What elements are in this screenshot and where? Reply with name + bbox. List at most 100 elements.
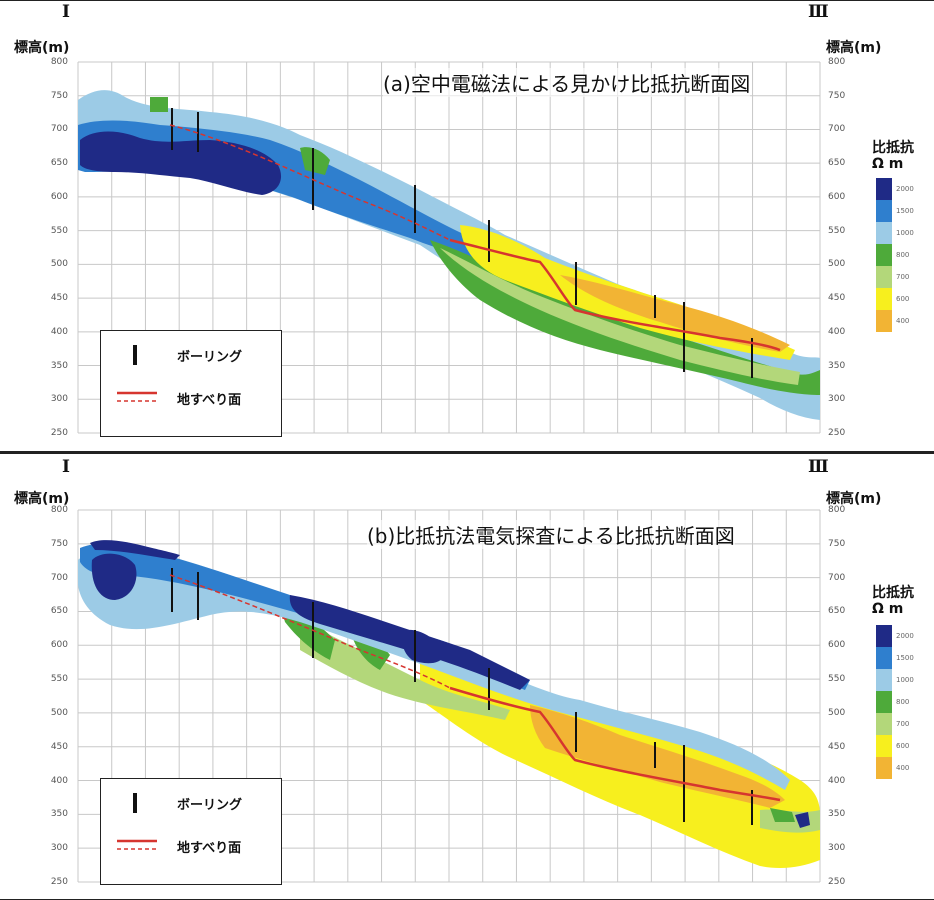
elevation-tick-label: 800 [828, 505, 846, 515]
elevation-tick-label: 650 [50, 158, 68, 169]
scale-swatch [876, 288, 892, 310]
legend-box-a: ボーリング 地すべり面 [100, 330, 282, 437]
scale-title-a: 比抵抗 Ω m [872, 140, 914, 172]
elevation-tick-label: 650 [828, 158, 846, 169]
resistivity-body-800-a [150, 97, 820, 395]
scale-swatch [876, 647, 892, 669]
scale-swatch [876, 757, 892, 779]
elevation-tick-label: 450 [828, 293, 846, 304]
panel-title-a: (a)空中電磁法による見かけ比抵抗断面図 [383, 68, 751, 97]
slip-surface-symbol-icon [117, 839, 157, 850]
elevation-tick-label: 300 [828, 843, 846, 854]
elevation-tick-label: 500 [828, 707, 846, 718]
scale-title-text-a: 比抵抗 [872, 140, 914, 156]
elevation-tick-label: 500 [828, 259, 846, 270]
elevation-tick-label: 550 [828, 225, 846, 236]
elevation-tick-label: 750 [828, 538, 846, 549]
elevation-tick-label: 600 [50, 640, 68, 651]
scale-swatch [876, 625, 892, 647]
legend-row-boring-a: ボーリング [101, 343, 242, 367]
section-marker-left-a: Ⅰ [62, 2, 70, 22]
scale-label: 600 [896, 742, 910, 750]
resistivity-body-400-a [560, 275, 790, 352]
scale-label: 600 [896, 295, 910, 303]
elevation-tick-label: 650 [50, 606, 68, 617]
elevation-tick-label: 650 [828, 606, 846, 617]
panel-title-b: (b)比抵抗法電気探査による比抵抗断面図 [367, 520, 735, 549]
legend-boring-label-a: ボーリング [177, 349, 243, 365]
slip-surface-dashed-b [169, 574, 451, 689]
elevation-tick-label: 800 [50, 57, 68, 67]
scale-label: 1000 [896, 676, 914, 684]
elevation-tick-label: 700 [50, 572, 68, 583]
legend-row-slip-a: 地すべり面 [101, 386, 241, 410]
resistivity-body-700-a [440, 248, 800, 385]
elevation-tick-label: 600 [828, 640, 846, 651]
scale-label: 1500 [896, 207, 914, 215]
elevation-tick-label: 750 [828, 90, 846, 101]
section-marker-right-a: Ⅲ [808, 2, 829, 22]
scale-swatch [876, 200, 892, 222]
scale-unit-b: Ω m [872, 601, 904, 617]
scale-swatch [876, 735, 892, 757]
elevation-tick-label: 250 [50, 877, 68, 887]
elevation-tick-label: 700 [828, 124, 846, 135]
elevation-tick-label: 400 [50, 326, 68, 337]
elevation-tick-label: 250 [828, 428, 846, 438]
legend-row-boring-b: ボーリング [101, 791, 242, 815]
elevation-tick-label: 300 [50, 843, 68, 854]
scale-swatch [876, 691, 892, 713]
boring-symbol-icon [133, 345, 137, 365]
scale-label: 2000 [896, 632, 914, 640]
elevation-tick-label: 400 [50, 775, 68, 786]
scale-label: 700 [896, 273, 910, 281]
elevation-tick-label: 450 [828, 741, 846, 752]
scale-label: 2000 [896, 185, 914, 193]
elevation-tick-label: 800 [828, 57, 846, 67]
scale-label: 400 [896, 764, 910, 772]
elevation-axis-title-left-b: 標高(m) [14, 491, 70, 507]
resistivity-body-400-b [530, 705, 785, 808]
slip-surface-solid-a [449, 238, 781, 352]
elevation-tick-label: 250 [50, 428, 68, 438]
scale-swatch [876, 713, 892, 735]
elevation-tick-label: 700 [50, 124, 68, 135]
scale-swatch [876, 222, 892, 244]
slip-surface-solid-b [449, 686, 781, 802]
elevation-tick-label: 350 [50, 360, 68, 371]
resistivity-body-1500-b [80, 542, 530, 690]
elevation-tick-label: 400 [828, 326, 846, 337]
elevation-tick-label: 350 [828, 809, 846, 820]
scale-label: 800 [896, 698, 910, 706]
scale-title-b: 比抵抗 Ω m [872, 585, 914, 617]
elevation-tick-label: 750 [50, 90, 68, 101]
scale-title-text-b: 比抵抗 [872, 585, 914, 601]
elevation-tick-label: 550 [50, 225, 68, 236]
scale-swatch [876, 178, 892, 200]
slip-surface-symbol-icon [117, 391, 157, 402]
elevation-tick-label: 700 [828, 572, 846, 583]
elevation-axis-title-right-b: 標高(m) [826, 491, 882, 507]
elevation-tick-label: 450 [50, 293, 68, 304]
elevation-tick-label: 600 [50, 191, 68, 202]
elevation-tick-label: 350 [50, 809, 68, 820]
boring-symbol-icon [133, 793, 137, 813]
slip-surface-dashed-a [169, 124, 451, 241]
elevation-tick-label: 350 [828, 360, 846, 371]
legend-row-slip-b: 地すべり面 [101, 834, 241, 858]
elevation-axis-title-right-a: 標高(m) [826, 40, 882, 56]
resistivity-body-2000-a [80, 131, 282, 195]
scale-swatch [876, 669, 892, 691]
legend-boring-label-b: ボーリング [177, 797, 243, 813]
scale-label: 1500 [896, 654, 914, 662]
scale-swatch [876, 310, 892, 332]
elevation-tick-label: 750 [50, 538, 68, 549]
scale-swatch [876, 244, 892, 266]
scale-unit-a: Ω m [872, 156, 904, 172]
elevation-tick-label: 300 [828, 394, 846, 405]
section-marker-left-b: Ⅰ [62, 457, 70, 477]
legend-slip-label-a: 地すべり面 [177, 392, 242, 408]
legend-box-b: ボーリング 地すべり面 [100, 778, 282, 885]
